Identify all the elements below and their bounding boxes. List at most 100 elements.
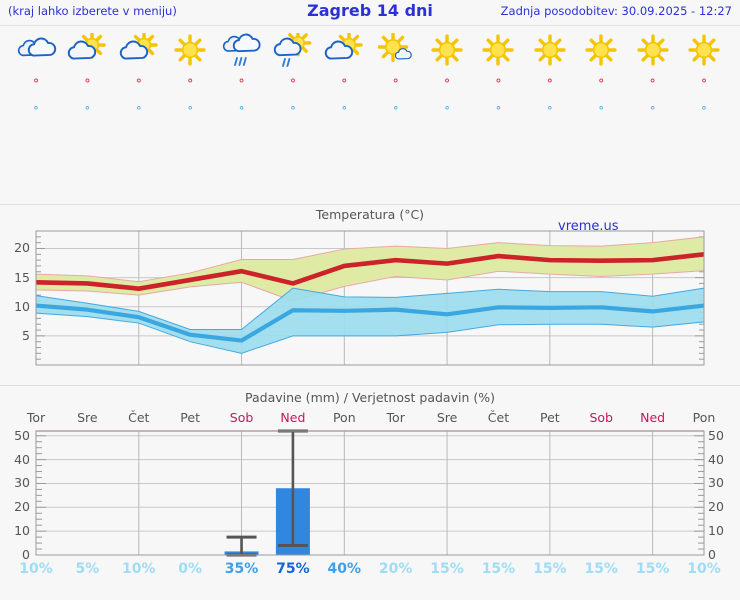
degree-symbol: °	[290, 103, 296, 117]
degree-symbol: °	[547, 103, 553, 117]
precip-day-label: Ned	[280, 410, 306, 425]
precip-probability: 35%	[224, 561, 259, 577]
temperature-plot	[35, 230, 705, 366]
temp-min: °	[216, 101, 268, 125]
temp-max: °	[10, 73, 62, 101]
location-hint: (kraj lahko izberete v meniju)	[8, 4, 177, 18]
temperature-chart-title: Temperatura (°C)	[315, 207, 425, 222]
degree-symbol: °	[649, 77, 656, 91]
precip-day-label: Čet	[128, 410, 150, 425]
forecast-day-column[interactable]: ° °	[10, 26, 62, 125]
sun-icon	[421, 31, 473, 71]
forecast-day-column[interactable]: ° °	[421, 26, 473, 125]
temp-min: °	[678, 101, 730, 125]
temp-y-tick: 10	[14, 298, 30, 314]
precipitation-chart: Padavine (mm) / Verjetnost padavin (%) To…	[0, 386, 740, 581]
degree-symbol: °	[341, 103, 347, 117]
degree-symbol: °	[187, 103, 193, 117]
forecast-day-column[interactable]: ° °	[164, 26, 216, 125]
precip-probability: 10%	[19, 561, 53, 577]
precip-day-label: Pet	[540, 410, 560, 425]
sun-small-cloud-icon	[370, 31, 422, 71]
forecast-day-column[interactable]: ° °	[61, 26, 113, 125]
forecast-day-column[interactable]: ° °	[678, 26, 730, 125]
degree-symbol: °	[546, 77, 553, 91]
precip-day-label: Tor	[26, 410, 46, 425]
sun-icon	[627, 31, 679, 71]
forecast-day-column[interactable]: ° °	[627, 26, 679, 125]
temp-max: °	[472, 73, 524, 101]
temp-max: °	[113, 73, 165, 101]
sun-cloud-icon	[318, 31, 370, 71]
temp-min: °	[627, 101, 679, 125]
temp-min: °	[164, 101, 216, 125]
forecast-day-column[interactable]: ° °	[216, 26, 268, 125]
temp-min: °	[113, 101, 165, 125]
precip-y-tick-left: 30	[14, 475, 30, 491]
precip-probability: 40%	[327, 561, 362, 577]
degree-symbol: °	[289, 77, 296, 91]
temp-max: °	[575, 73, 627, 101]
degree-symbol: °	[238, 103, 245, 117]
precip-day-label: Sre	[77, 410, 98, 425]
precip-day-label: Sre	[436, 410, 458, 425]
sun-cloud-rain-icon	[267, 31, 319, 71]
forecast-day-column[interactable]: ° °	[113, 26, 165, 125]
degree-symbol: °	[495, 103, 502, 117]
degree-symbol: °	[649, 103, 656, 117]
precipitation-chart-title: Padavine (mm) / Verjetnost padavin (%)	[245, 390, 495, 405]
precip-y-tick-left: 20	[14, 499, 30, 515]
precip-y-tick-right: 20	[708, 499, 724, 515]
forecast-day-column[interactable]: ° °	[370, 26, 422, 125]
degree-symbol: °	[187, 77, 194, 91]
forecast-day-column[interactable]: ° °	[472, 26, 524, 125]
degree-symbol: °	[598, 77, 605, 91]
temp-max: °	[164, 73, 216, 101]
precip-y-tick-right: 50	[708, 427, 724, 443]
precip-probability: 15%	[430, 561, 464, 577]
precip-probability: 75%	[276, 561, 310, 577]
precip-y-tick-left: 50	[14, 427, 30, 443]
precipitation-plot	[35, 429, 705, 557]
temp-min: °	[575, 101, 627, 125]
degree-symbol: °	[392, 103, 399, 117]
precip-y-tick-left: 0	[22, 547, 30, 562]
precip-probability: 20%	[378, 561, 413, 577]
temp-min: °	[267, 101, 319, 125]
degree-symbol: °	[238, 77, 245, 91]
forecast-day-column[interactable]: ° °	[318, 26, 370, 125]
sun-icon	[472, 31, 524, 71]
forecast-day-column[interactable]: ° °	[267, 26, 319, 125]
page-title: Zagreb 14 dni	[307, 1, 433, 20]
temp-y-tick: 5	[22, 327, 30, 343]
forecast-day-column[interactable]: ° °	[575, 26, 627, 125]
degree-symbol: °	[444, 77, 451, 91]
forecast-day-column[interactable]: ° °	[524, 26, 576, 125]
sun-icon	[678, 31, 730, 71]
precip-y-tick-right: 0	[708, 547, 716, 562]
temp-max: °	[216, 73, 268, 101]
temp-min: °	[524, 101, 576, 125]
precip-probability: 15%	[635, 561, 670, 577]
strip-divider	[0, 204, 740, 205]
precip-day-label: Pon	[332, 410, 356, 425]
precip-probability: 10%	[687, 561, 721, 577]
temp-max: °	[524, 73, 576, 101]
precip-day-label: Pet	[180, 410, 200, 425]
precip-day-label: Čet	[487, 410, 510, 425]
temp-y-tick: 15	[14, 269, 30, 285]
temp-y-tick: 20	[14, 240, 30, 256]
sun-icon	[524, 31, 576, 71]
precip-day-label: Pon	[692, 410, 716, 425]
cloud-rain-icon	[216, 31, 268, 71]
precip-probability: 15%	[533, 561, 567, 577]
degree-symbol: °	[135, 77, 142, 91]
degree-symbol: °	[598, 103, 604, 117]
cloudy-icon	[10, 31, 62, 71]
precip-y-tick-left: 10	[14, 523, 30, 539]
precip-probability: 5%	[75, 561, 100, 577]
precip-day-label: Tor	[386, 410, 405, 425]
precip-day-label: Sob	[229, 410, 254, 425]
sun-icon	[164, 31, 216, 71]
sun-icon	[575, 31, 627, 71]
